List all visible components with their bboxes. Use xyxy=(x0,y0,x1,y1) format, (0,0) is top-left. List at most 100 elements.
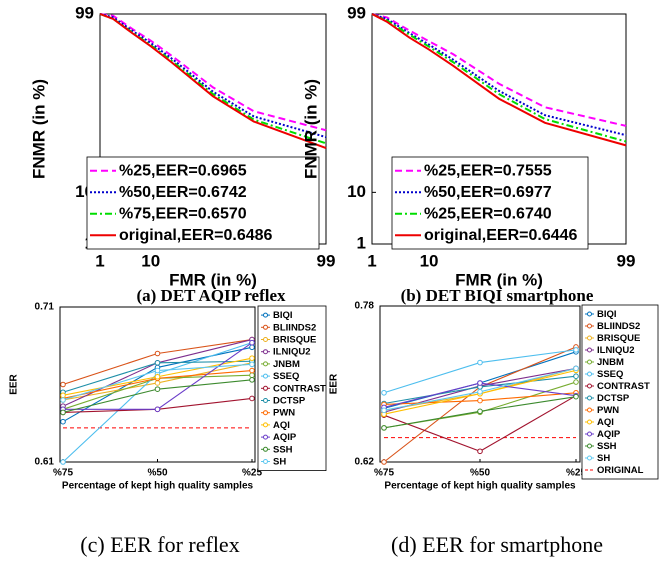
data-point xyxy=(381,407,387,414)
data-point xyxy=(477,408,483,415)
data-point xyxy=(154,360,161,366)
legend-marker xyxy=(263,434,268,440)
legend-label: JNBM xyxy=(273,359,300,370)
legend-label: AQIP xyxy=(597,429,621,440)
data-point xyxy=(154,350,161,357)
data-point xyxy=(573,373,579,380)
legend-label: ILNIQU2 xyxy=(597,345,634,356)
legend-label: %50,EER=0.6742 xyxy=(119,184,247,201)
legend-label: original,EER=0.6446 xyxy=(424,227,578,244)
x-tick-label: 10 xyxy=(141,251,160,270)
legend-label: AQI xyxy=(597,417,614,428)
legend-label: ILNIQU2 xyxy=(273,347,310,358)
x-tick-label: %75 xyxy=(53,468,73,479)
legend-label: CONTRAST xyxy=(597,381,650,392)
legend-label: BRISQUE xyxy=(597,333,640,344)
data-point xyxy=(573,379,579,385)
data-point xyxy=(477,389,483,395)
legend-label: BRISQUE xyxy=(273,335,316,346)
legend-marker xyxy=(587,311,592,317)
series-line xyxy=(371,13,627,137)
legend-marker xyxy=(587,455,592,461)
legend-label: AQIP xyxy=(273,432,297,443)
legend-marker xyxy=(263,398,268,403)
legend-label: BIQI xyxy=(273,310,293,321)
legend-marker xyxy=(587,347,592,353)
legend-label: SSH xyxy=(273,444,293,455)
legend-label: %25,EER=0.7555 xyxy=(424,162,552,179)
data-point xyxy=(477,380,483,386)
legend-label: %50,EER=0.6977 xyxy=(424,184,552,201)
x-tick-label: %50 xyxy=(147,468,167,479)
legend-marker xyxy=(263,410,268,416)
series-line xyxy=(99,13,327,132)
legend-label: %75,EER=0.6570 xyxy=(119,205,247,222)
data-point xyxy=(477,448,483,455)
x-axis-label: FMR (in %) xyxy=(455,270,543,289)
data-point xyxy=(381,459,387,465)
data-point xyxy=(249,355,255,361)
x-axis-label: Percentage of kept high quality samples xyxy=(62,481,254,492)
series-line xyxy=(371,13,627,147)
x-tick-label: %25 xyxy=(242,468,262,479)
legend-marker xyxy=(263,349,268,355)
x-axis-label: Percentage of kept high quality samples xyxy=(384,481,576,492)
legend-label: PWN xyxy=(273,408,295,419)
legend-label: SH xyxy=(597,453,610,464)
legend-label: BLIINDS2 xyxy=(273,322,316,333)
legend-marker xyxy=(263,373,268,379)
data-point xyxy=(573,347,579,353)
x-tick-label: 99 xyxy=(317,251,336,270)
x-tick-label: %50 xyxy=(470,468,490,479)
data-point xyxy=(477,359,483,366)
legend-marker xyxy=(587,443,592,449)
legend xyxy=(581,304,659,480)
data-point xyxy=(249,361,255,368)
data-point xyxy=(249,367,255,374)
data-point xyxy=(573,365,579,372)
x-tick-label: 1 xyxy=(95,251,104,270)
legend-label: CONTRAST xyxy=(273,383,326,394)
legend-label: ORIGINAL xyxy=(597,465,644,476)
y-tick-label: 99 xyxy=(75,3,94,22)
legend-marker xyxy=(263,361,268,367)
legend-marker xyxy=(263,446,268,452)
legend-label: %25,EER=0.6740 xyxy=(424,205,552,222)
legend-label: DCTSP xyxy=(597,393,630,404)
legend-marker xyxy=(587,431,592,437)
data-point xyxy=(154,380,161,386)
legend-marker xyxy=(587,335,592,341)
legend-marker xyxy=(263,385,268,391)
data-point xyxy=(60,381,66,388)
series-line xyxy=(99,13,327,139)
legend-label: AQI xyxy=(273,420,290,431)
x-tick-label: 10 xyxy=(420,251,439,270)
data-point xyxy=(249,344,255,351)
data-point xyxy=(60,397,66,403)
legend-marker xyxy=(263,422,268,428)
legend-marker xyxy=(587,407,592,413)
x-tick-label: %25 xyxy=(566,468,586,479)
legend-label: PWN xyxy=(597,405,619,416)
legend-marker xyxy=(587,419,592,425)
y-axis-label: FNMR (in %) xyxy=(29,79,48,179)
y-tick-label: 0.78 xyxy=(355,301,375,312)
legend-marker xyxy=(263,337,268,342)
data-point xyxy=(249,377,255,383)
y-tick-label: 0.61 xyxy=(35,457,55,468)
y-axis-label: EER xyxy=(9,373,20,394)
data-point xyxy=(154,367,161,374)
y-axis-label: EER xyxy=(329,373,340,394)
legend-label: BLIINDS2 xyxy=(597,321,640,332)
x-tick-label: 1 xyxy=(367,251,376,270)
legend-marker xyxy=(587,323,592,329)
data-point xyxy=(60,459,66,465)
data-point xyxy=(477,397,483,404)
legend-label: %25,EER=0.6965 xyxy=(119,162,247,179)
legend-label: BIQI xyxy=(597,309,617,320)
legend-marker xyxy=(587,359,592,365)
legend-marker xyxy=(263,324,268,330)
series-line xyxy=(371,13,627,143)
data-point xyxy=(249,395,255,402)
